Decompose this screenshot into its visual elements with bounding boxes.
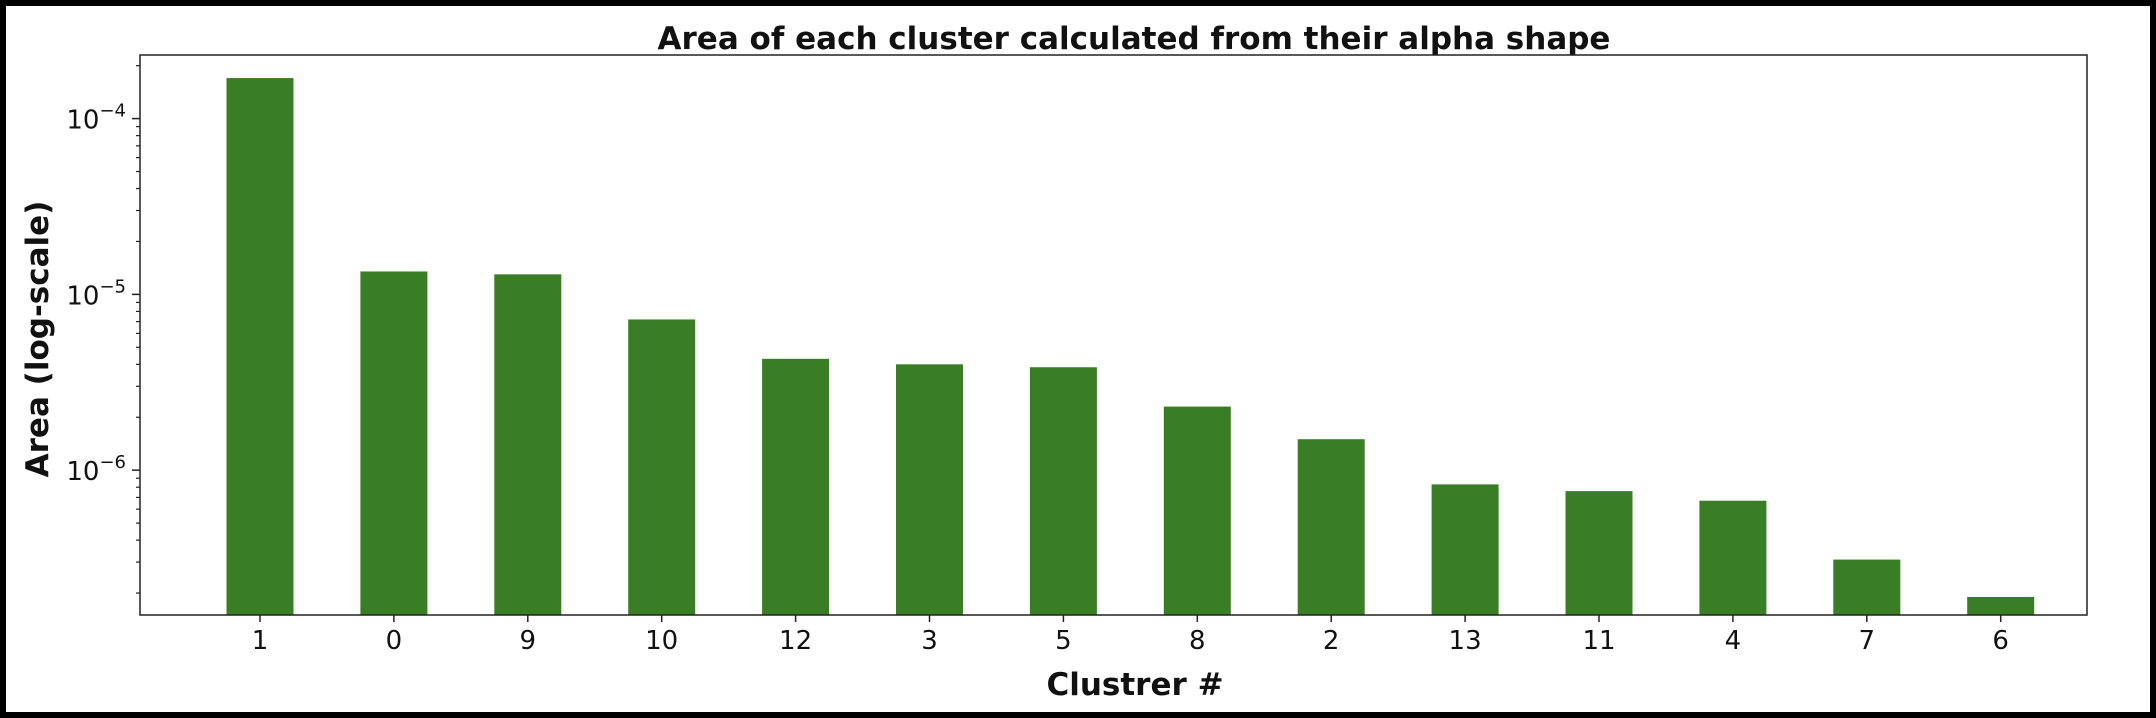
bar-cluster-5 <box>1029 367 1097 615</box>
x-tick-label: 11 <box>1582 626 1615 656</box>
bar-cluster-12 <box>762 358 830 615</box>
x-tick-label: 1 <box>252 626 269 656</box>
bar-chart: Area of each cluster calculated from the… <box>20 21 2088 703</box>
y-tick-label: 10−6 <box>66 452 126 487</box>
bar-cluster-8 <box>1163 406 1231 615</box>
x-tick-label: 5 <box>1055 626 1072 656</box>
x-tick-label: 6 <box>1992 626 2009 656</box>
bar-cluster-13 <box>1431 484 1499 615</box>
bar-cluster-3 <box>896 364 963 615</box>
bars-group <box>226 78 2035 615</box>
x-tick-label: 8 <box>1189 626 1206 656</box>
x-tick-label: 12 <box>779 626 812 656</box>
x-tick-label: 2 <box>1323 626 1340 656</box>
bar-cluster-11 <box>1565 491 1633 615</box>
y-tick-label: 10−5 <box>66 276 126 311</box>
bar-cluster-6 <box>1967 596 2035 615</box>
bar-cluster-4 <box>1699 500 1767 615</box>
bar-cluster-9 <box>494 274 562 615</box>
chart-title: Area of each cluster calculated from the… <box>658 21 1611 57</box>
bar-cluster-1 <box>226 78 294 615</box>
y-axis-label: Area (log-scale) <box>20 201 56 478</box>
x-tick-label: 3 <box>921 626 938 656</box>
y-ticks-group: 10−4 10−5 10−6 <box>66 65 140 594</box>
x-tick-label: 7 <box>1859 626 1876 656</box>
x-tick-label: 10 <box>645 626 678 656</box>
x-ticks-group: 1 0 9 10 12 3 5 8 2 13 11 4 7 6 <box>252 615 2009 656</box>
bar-cluster-10 <box>628 319 696 615</box>
chart-figure: Area of each cluster calculated from the… <box>6 6 2150 712</box>
bar-cluster-2 <box>1297 439 1365 615</box>
y-tick-label: 10−4 <box>66 101 126 136</box>
x-tick-label: 9 <box>520 626 537 656</box>
bar-cluster-7 <box>1833 559 1901 615</box>
plot-area-frame <box>139 54 2088 616</box>
x-axis-label: Clustrer # <box>1046 667 1223 703</box>
x-tick-label: 13 <box>1449 626 1482 656</box>
bar-cluster-0 <box>360 271 428 615</box>
x-tick-label: 0 <box>386 626 403 656</box>
x-tick-label: 4 <box>1725 626 1742 656</box>
